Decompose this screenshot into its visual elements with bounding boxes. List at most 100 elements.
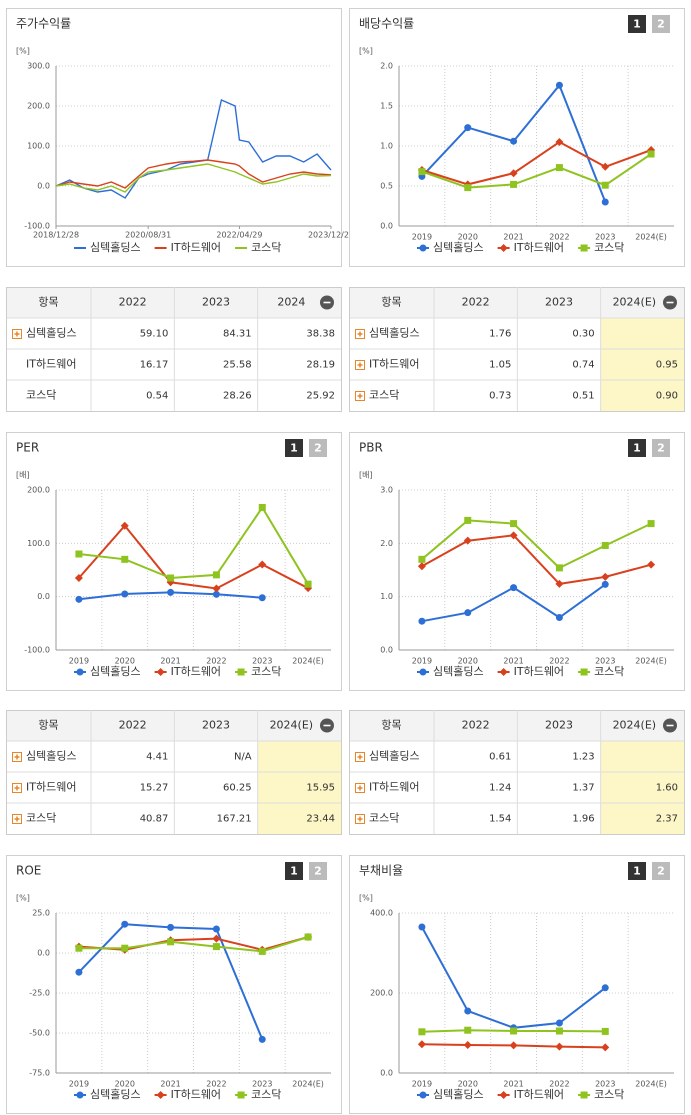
expand-icon-plus[interactable] xyxy=(357,362,363,368)
point xyxy=(121,590,129,598)
expand-icon-plus[interactable] xyxy=(14,785,20,791)
page-button[interactable] xyxy=(309,862,327,880)
point xyxy=(167,574,175,582)
page-button-label[interactable]: 1 xyxy=(290,442,298,455)
table-header: 2024 xyxy=(277,296,305,309)
point xyxy=(419,244,427,252)
point xyxy=(555,564,563,572)
highlight-cell xyxy=(600,318,684,349)
y-tick-label: 100.0 xyxy=(27,142,50,151)
cell-value: 1.24 xyxy=(489,783,511,794)
expand-icon-plus[interactable] xyxy=(357,816,363,822)
table-header: 2022 xyxy=(462,296,490,309)
x-tick-label: 2022 xyxy=(549,233,569,242)
page-button[interactable] xyxy=(628,15,646,33)
x-tick-label: 2020 xyxy=(115,657,135,666)
page-button-label[interactable]: 1 xyxy=(633,442,641,455)
page-button-label[interactable]: 2 xyxy=(657,865,665,878)
x-tick-label: 2022/04/29 xyxy=(216,231,262,240)
chart-title: 배당수익률 xyxy=(359,17,414,31)
page-button[interactable] xyxy=(285,862,303,880)
point xyxy=(417,1040,426,1049)
y-tick-label: 1.0 xyxy=(380,142,393,151)
expand-icon-plus[interactable] xyxy=(357,331,363,337)
point xyxy=(418,168,426,176)
page-button-label[interactable]: 2 xyxy=(657,18,665,31)
cell-value: 0.61 xyxy=(489,752,511,763)
page-button[interactable] xyxy=(652,15,670,33)
highlight-cell xyxy=(600,380,684,411)
x-tick-label: 2024(E) xyxy=(635,233,667,242)
y-tick-label: 200.0 xyxy=(27,486,50,495)
expand-icon-plus[interactable] xyxy=(357,785,363,791)
table-header: 2023 xyxy=(202,296,230,309)
point xyxy=(647,560,656,569)
page-button[interactable] xyxy=(652,862,670,880)
point xyxy=(463,536,472,545)
expand-icon-plus[interactable] xyxy=(357,393,363,399)
point xyxy=(463,1041,472,1049)
point xyxy=(510,137,518,145)
panel xyxy=(6,8,342,267)
page-button[interactable] xyxy=(309,439,327,457)
point xyxy=(418,1028,426,1036)
page-button-label[interactable]: 2 xyxy=(314,865,322,878)
cell-value: 28.26 xyxy=(223,391,252,402)
legend-label: 코스닥 xyxy=(594,665,624,678)
page-button[interactable] xyxy=(628,862,646,880)
page-button-label[interactable]: 1 xyxy=(633,18,641,31)
point xyxy=(120,521,129,530)
chart-title: PER xyxy=(16,441,39,455)
point xyxy=(601,541,609,549)
page-button[interactable] xyxy=(285,439,303,457)
page-button-label[interactable]: 2 xyxy=(657,442,665,455)
point xyxy=(304,933,312,941)
series-line xyxy=(421,534,652,585)
page-button[interactable] xyxy=(652,439,670,457)
panel xyxy=(349,432,685,691)
y-tick-label: 200.0 xyxy=(27,102,50,111)
cell-value: 1.05 xyxy=(489,360,511,371)
highlight-cell xyxy=(600,741,684,772)
page-button-label[interactable]: 1 xyxy=(290,865,298,878)
highlight-cell xyxy=(600,349,684,380)
point xyxy=(464,1007,472,1015)
page-button-label[interactable]: 2 xyxy=(314,442,322,455)
point xyxy=(580,668,588,676)
x-tick-label: 2021 xyxy=(160,1080,180,1089)
page-button[interactable] xyxy=(628,439,646,457)
x-tick-label: 2019 xyxy=(69,657,89,666)
y-tick-label: 1.0 xyxy=(380,592,393,601)
page-button-label[interactable]: 1 xyxy=(633,865,641,878)
expand-icon-plus[interactable] xyxy=(14,331,20,337)
cell-value: 1.54 xyxy=(489,814,511,825)
x-tick-label: 2023 xyxy=(595,1080,615,1089)
table-header: 항목 xyxy=(38,719,58,732)
cell-value: 15.27 xyxy=(140,783,169,794)
x-tick-label: 2020 xyxy=(458,657,478,666)
y-tick-label: 2.0 xyxy=(380,62,393,71)
row-name: IT하드웨어 xyxy=(369,780,419,794)
point xyxy=(156,1091,165,1099)
expand-icon-plus[interactable] xyxy=(14,754,20,760)
row-name: IT하드웨어 xyxy=(369,357,419,371)
cell-value: 1.23 xyxy=(572,752,594,763)
x-tick-label: 2023 xyxy=(595,233,615,242)
row-name: 코스닥 xyxy=(26,812,56,825)
row-name: 코스닥 xyxy=(26,389,56,402)
expand-icon-plus[interactable] xyxy=(357,754,363,760)
point xyxy=(464,516,472,524)
chart-title: 주가수익률 xyxy=(16,17,71,31)
legend-label: IT하드웨어 xyxy=(514,240,564,254)
x-tick-label: 2024(E) xyxy=(635,1080,667,1089)
point xyxy=(510,180,518,188)
highlight-cell xyxy=(600,803,684,834)
cell-value: 0.90 xyxy=(656,391,678,402)
cell-value: 1.37 xyxy=(572,783,594,794)
expand-icon-plus[interactable] xyxy=(14,816,20,822)
y-tick-label: 100.0 xyxy=(27,539,50,548)
cell-value: 59.10 xyxy=(140,329,169,340)
series-line xyxy=(78,936,309,953)
x-tick-label: 2024(E) xyxy=(292,1080,324,1089)
y-tick-label: -50.0 xyxy=(29,1029,50,1038)
